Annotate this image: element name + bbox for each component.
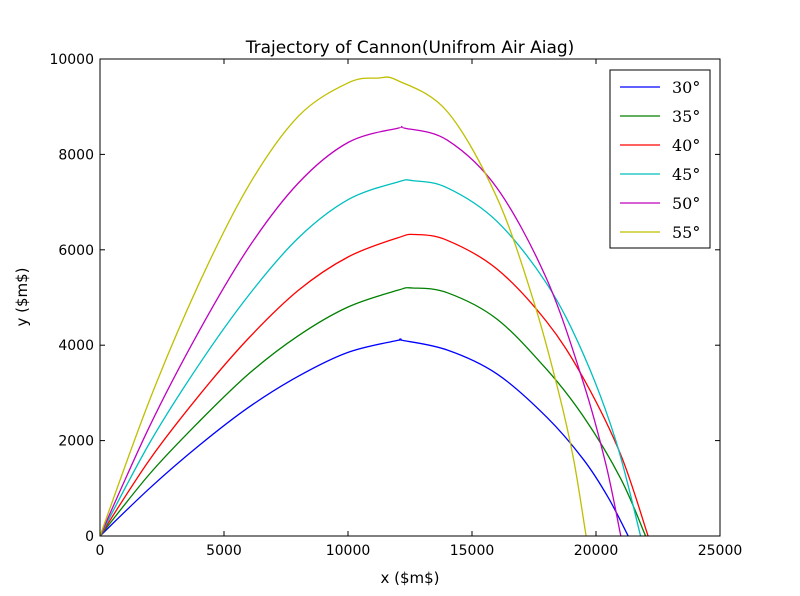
series-line-5 bbox=[100, 76, 587, 536]
x-tick-label: 20000 bbox=[574, 543, 619, 559]
x-tick-label: 5000 bbox=[206, 543, 242, 559]
legend-label: 40° bbox=[672, 136, 700, 155]
legend-label: 50° bbox=[672, 194, 700, 213]
series-line-4 bbox=[100, 125, 622, 536]
plot-frame bbox=[99, 58, 721, 537]
x-axis-label: x ($m$) bbox=[380, 569, 439, 587]
x-tick-label: 10000 bbox=[326, 543, 371, 559]
y-tick-label: 2000 bbox=[58, 434, 94, 450]
y-tick-label: 4000 bbox=[58, 338, 94, 354]
plot-area: 0 5000 10000 15000 20000 25000 0 2000 4000 6000 80… bbox=[49, 52, 742, 559]
legend-label: 45° bbox=[672, 165, 700, 184]
x-tick-label: 25000 bbox=[698, 543, 743, 559]
chart-title: Trajectory of Cannon(Unifrom Air Aiag) bbox=[245, 38, 575, 58]
legend-label: 30° bbox=[672, 78, 700, 97]
legend-box bbox=[609, 69, 711, 249]
y-tick-label: 10000 bbox=[49, 52, 94, 68]
legend-label: 35° bbox=[672, 107, 700, 126]
x-tick-label: 0 bbox=[96, 543, 105, 559]
y-tick-label: 0 bbox=[85, 529, 94, 545]
series-line-1 bbox=[100, 287, 647, 536]
y-tick-label: 8000 bbox=[58, 147, 94, 163]
series-line-0 bbox=[100, 338, 629, 536]
series-layer bbox=[100, 76, 649, 536]
ticks-layer: 0 5000 10000 15000 20000 25000 0 2000 4000 6000 80… bbox=[49, 52, 742, 559]
legend: 30° 35° 40° 45° 50° 55° bbox=[609, 69, 711, 249]
series-line-3 bbox=[100, 179, 642, 536]
series-line-2 bbox=[100, 233, 649, 536]
legend-label: 55° bbox=[672, 223, 700, 242]
y-tick-label: 6000 bbox=[58, 243, 94, 259]
x-tick-label: 15000 bbox=[450, 543, 495, 559]
y-axis-label: y ($m$) bbox=[13, 267, 31, 326]
